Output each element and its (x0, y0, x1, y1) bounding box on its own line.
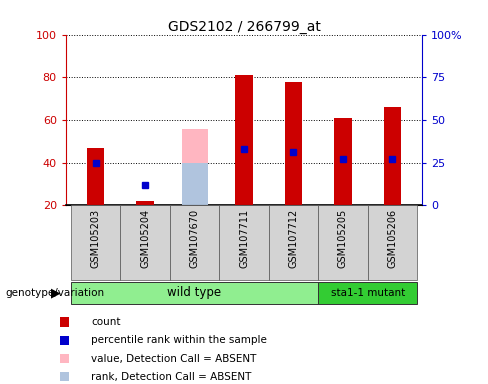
Bar (269, 205, 318, 280)
Text: percentile rank within the sample: percentile rank within the sample (91, 335, 267, 345)
Text: rank, Detection Call = ABSENT: rank, Detection Call = ABSENT (91, 372, 252, 382)
Text: GSM105206: GSM105206 (387, 209, 397, 268)
Bar (367, 205, 417, 280)
Text: sta1-1 mutant: sta1-1 mutant (330, 288, 405, 298)
Text: value, Detection Call = ABSENT: value, Detection Call = ABSENT (91, 354, 257, 364)
Bar (61, 336, 69, 345)
Text: GSM107670: GSM107670 (189, 209, 200, 268)
Text: GSM105205: GSM105205 (338, 209, 348, 268)
Bar (61, 318, 69, 327)
Bar (219, 205, 269, 280)
Bar (136, 201, 154, 205)
Title: GDS2102 / 266799_at: GDS2102 / 266799_at (167, 20, 321, 33)
Bar (318, 281, 417, 304)
Text: genotype/variation: genotype/variation (5, 288, 104, 298)
Bar (182, 163, 207, 205)
Bar (61, 372, 69, 381)
Bar (334, 118, 352, 205)
Text: GSM107712: GSM107712 (288, 209, 299, 268)
Bar (318, 205, 367, 280)
Bar (170, 205, 219, 280)
Bar (384, 107, 401, 205)
Bar (182, 129, 207, 205)
Bar (121, 205, 170, 280)
Bar (61, 354, 69, 363)
Bar (71, 281, 318, 304)
Text: GSM107711: GSM107711 (239, 209, 249, 268)
Text: GSM105204: GSM105204 (140, 209, 150, 268)
Text: wild type: wild type (167, 286, 222, 299)
Text: ▶: ▶ (51, 286, 61, 299)
Bar (71, 205, 121, 280)
Bar (285, 81, 302, 205)
Text: GSM105203: GSM105203 (91, 209, 101, 268)
Bar (235, 75, 253, 205)
Bar (87, 148, 104, 205)
Text: count: count (91, 317, 121, 327)
